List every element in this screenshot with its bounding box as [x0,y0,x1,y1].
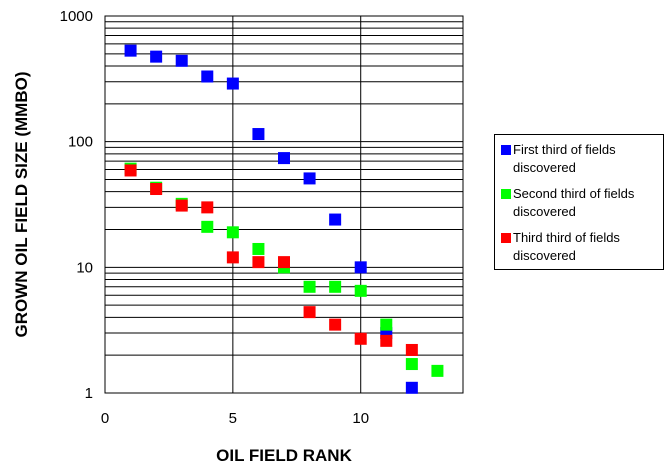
data-point-series-1 [405,381,418,394]
data-point-series-1 [354,261,367,274]
data-point-series-3 [252,256,265,269]
data-point-series-3 [201,201,214,214]
legend-item-second-third: Second third of fields discovered [501,185,663,221]
data-point-series-3 [354,332,367,345]
data-point-series-2 [226,226,239,239]
data-point-series-3 [226,251,239,264]
data-point-series-1 [329,213,342,226]
plot-frame [104,15,464,394]
data-point-series-1 [226,77,239,90]
tick-labels: 0 5 10 1 10 100 1000 [60,8,369,427]
data-point-series-2 [431,364,444,377]
data-point-series-3 [303,306,316,319]
data-point-series-2 [380,318,393,331]
legend-swatch-first-third [501,145,511,155]
data-point-series-2 [329,280,342,293]
data-points [124,44,444,394]
y-tick-label: 1000 [60,8,93,25]
data-point-series-3 [124,164,137,177]
legend-item-third-third: Third third of fields discovered [501,229,663,265]
data-point-series-3 [380,334,393,347]
data-point-series-2 [201,220,214,233]
data-point-series-1 [278,152,290,165]
legend-label-first-third: First third of fields discovered [513,142,616,175]
data-point-series-3 [175,199,188,212]
data-point-series-2 [252,242,265,255]
data-point-series-1 [201,70,214,83]
data-point-series-2 [405,358,418,371]
legend-item-first-third: First third of fields discovered [501,141,663,177]
data-point-series-2 [354,284,367,297]
x-tick-label: 5 [229,410,237,427]
legend-swatch-third-third [501,233,511,243]
x-axis-title: OIL FIELD RANK [216,446,352,465]
data-point-series-3 [278,256,290,269]
data-point-series-2 [303,280,316,293]
data-point-series-3 [405,343,418,356]
data-point-series-1 [124,44,137,57]
x-tick-label: 0 [101,410,109,427]
y-tick-label: 10 [76,259,93,276]
y-tick-label: 1 [85,385,93,402]
data-point-series-1 [303,172,316,185]
legend-swatch-second-third [501,189,511,199]
data-point-series-1 [252,128,265,141]
data-point-series-3 [150,183,163,196]
x-tick-label: 10 [352,410,369,427]
legend-label-third-third: Third third of fields discovered [513,230,620,263]
data-point-series-3 [329,318,342,331]
y-axis-title: GROWN OIL FIELD SIZE (MMBO) [12,72,31,338]
data-point-series-1 [150,50,163,63]
legend: First third of fields discovered Second … [494,134,664,270]
grid [105,16,463,394]
legend-label-second-third: Second third of fields discovered [513,186,635,219]
data-point-series-1 [175,54,188,67]
y-tick-label: 100 [68,134,93,151]
